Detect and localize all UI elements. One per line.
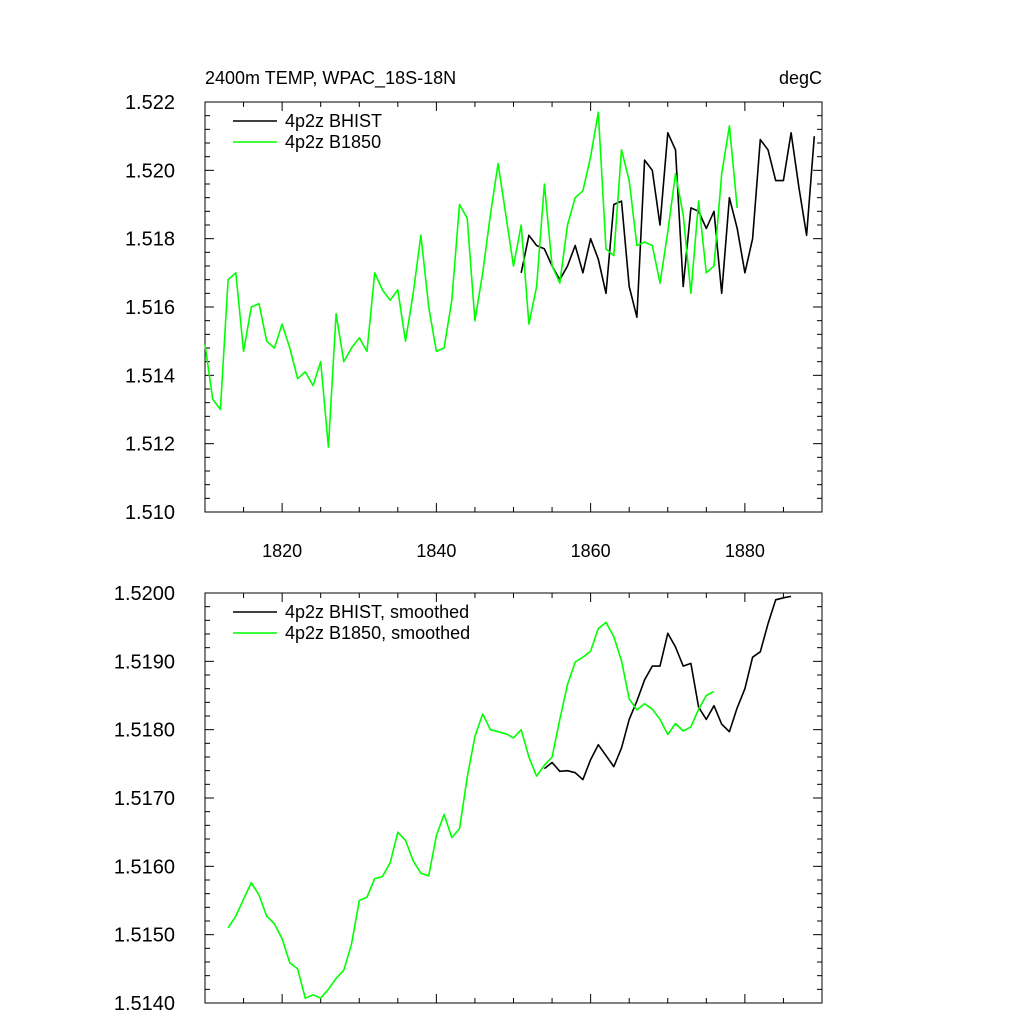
bottom-y-tick-label: 1.5170 bbox=[114, 788, 175, 810]
top-y-tick-label: 1.518 bbox=[125, 229, 175, 251]
top-x-tick-label: 1820 bbox=[262, 541, 302, 561]
top-y-tick-label: 1.516 bbox=[125, 297, 175, 319]
top-y-tick-label: 1.522 bbox=[125, 92, 175, 114]
top-plot-frame bbox=[204, 101, 823, 513]
bottom-y-tick-label: 1.5200 bbox=[114, 583, 175, 605]
bottom-y-tick-label: 1.5190 bbox=[114, 651, 175, 673]
top-chart-units: degC bbox=[779, 68, 822, 88]
top-y-tick-label: 1.514 bbox=[125, 365, 175, 387]
top-series-line-b1850 bbox=[204, 111, 738, 448]
bottom-y-tick-label: 1.5160 bbox=[114, 856, 175, 878]
top-x-tick-label: 1860 bbox=[571, 541, 611, 561]
bottom-chart-panel: 1.5140 1.5150 1.5160 1.5170 1.5180 1.5190 1.52… bbox=[114, 583, 823, 1015]
bottom-y-tick-label: 1.5180 bbox=[114, 720, 175, 742]
bottom-legend-label: 4p2z B1850, smoothed bbox=[285, 623, 470, 643]
bottom-y-tick-label: 1.5150 bbox=[114, 925, 175, 947]
top-series-line-bhist bbox=[520, 132, 816, 319]
bottom-legend-label: 4p2z BHIST, smoothed bbox=[285, 602, 469, 622]
bottom-series-line-b1850 bbox=[227, 621, 715, 1000]
top-y-tick-label: 1.512 bbox=[125, 434, 175, 456]
bottom-plot-frame bbox=[204, 592, 823, 1004]
bottom-series-line-bhist bbox=[543, 595, 792, 781]
top-legend-label: 4p2z B1850 bbox=[285, 132, 381, 152]
top-x-tick-label: 1880 bbox=[725, 541, 765, 561]
top-legend-label: 4p2z BHIST bbox=[285, 111, 382, 131]
top-y-tick-label: 1.510 bbox=[125, 502, 175, 524]
top-y-tick-label: 1.520 bbox=[125, 160, 175, 182]
top-chart-panel: 1820 1840 1860 1880 1.510 1.512 1.514 1.516 1.51… bbox=[125, 92, 823, 561]
top-x-tick-label: 1840 bbox=[416, 541, 456, 561]
top-chart-title: 2400m TEMP, WPAC_18S-18N bbox=[205, 68, 456, 89]
bottom-y-tick-label: 1.5140 bbox=[114, 993, 175, 1015]
